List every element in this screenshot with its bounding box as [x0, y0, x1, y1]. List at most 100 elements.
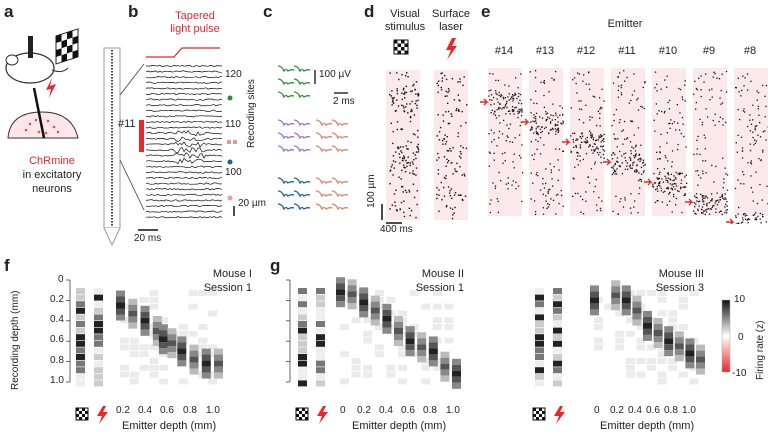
raster-spike	[602, 145, 605, 147]
raster-spike	[508, 127, 510, 130]
heatmap-cell	[128, 316, 138, 323]
heatmap-cell	[140, 329, 150, 336]
raster-spike	[583, 74, 585, 76]
heatmap-cell	[685, 338, 695, 345]
raster-spike	[401, 151, 403, 154]
raster-spike	[580, 137, 583, 140]
raster-spike	[403, 157, 405, 160]
raster-spike	[557, 193, 559, 196]
raster-spike	[402, 160, 404, 162]
raster-spike	[499, 107, 501, 109]
raster-spike	[638, 180, 640, 182]
c-volt-scale: 100 µV	[319, 69, 351, 80]
raster-spike	[695, 203, 697, 205]
raster-spike	[513, 153, 515, 155]
raster-spike	[415, 174, 417, 176]
raster-spike	[701, 212, 703, 214]
emitter-arrow	[726, 218, 735, 224]
raster-spike	[418, 93, 420, 95]
raster-spike	[741, 157, 744, 159]
heatmap-cell	[615, 310, 625, 317]
raster-spike	[550, 198, 552, 200]
raster-spike	[755, 171, 757, 173]
raster-spike	[748, 218, 751, 221]
raster-spike	[580, 211, 582, 213]
heatmap-cell	[316, 347, 325, 354]
raster-spike	[642, 161, 645, 164]
heatmap-cell	[664, 338, 674, 345]
raster-spike	[440, 89, 443, 91]
heatmap-cell	[657, 296, 667, 303]
spike-waveform	[293, 177, 311, 185]
raster-spike	[716, 204, 719, 206]
raster-spike	[618, 121, 621, 124]
raster-spike	[612, 152, 614, 154]
raster-spike	[635, 169, 638, 171]
raster-spike	[700, 89, 702, 91]
raster-spike	[519, 99, 521, 101]
xtick-g-1: 0.2	[357, 405, 371, 416]
raster-spike	[616, 168, 618, 170]
raster-spike	[642, 159, 645, 161]
raster-spike	[631, 94, 634, 96]
raster-spike	[449, 195, 452, 197]
raster-spike	[611, 154, 613, 156]
raster-spike	[543, 187, 546, 189]
raster-spike	[712, 76, 714, 78]
raster-spike	[683, 194, 685, 197]
raster-spike	[680, 186, 682, 188]
raster-spike	[633, 206, 635, 208]
raster-spike	[534, 211, 537, 213]
raster-spike	[402, 88, 405, 91]
raster-spike	[661, 201, 663, 203]
raster-spike	[676, 148, 679, 151]
raster-spike	[678, 190, 680, 193]
raster-spike	[518, 92, 520, 95]
raster-spike	[708, 202, 710, 204]
heatmap-cell	[535, 321, 544, 327]
raster-spike	[637, 127, 640, 129]
heatmap-cell	[316, 334, 325, 341]
raster-spike	[670, 179, 672, 181]
heatmap-cell	[208, 378, 218, 385]
raster-spike	[520, 114, 523, 117]
raster-spike	[412, 152, 415, 154]
heatmap-2-mouse: Mouse II	[421, 268, 464, 280]
raster-spike	[633, 161, 635, 163]
heatmap-cell	[298, 301, 307, 308]
raster-spike	[512, 161, 514, 163]
raster-spike	[512, 95, 514, 97]
raster-spike	[557, 131, 559, 134]
raster-spike	[634, 170, 636, 172]
raster-spike	[535, 118, 537, 120]
raster-spike	[736, 151, 738, 153]
raster-spike	[601, 107, 603, 109]
raster-spike	[696, 89, 698, 91]
raster-spike	[550, 171, 552, 173]
raster-spike	[406, 148, 408, 150]
raster-spike	[659, 152, 661, 154]
raster-spike	[409, 116, 412, 119]
xtick-f-2: 0.6	[160, 405, 174, 416]
raster-spike	[577, 152, 579, 154]
raster-spike	[703, 203, 705, 205]
raster-spike	[639, 160, 641, 162]
raster-spike	[671, 184, 673, 186]
raster-spike	[496, 98, 498, 100]
raster-spike	[677, 122, 679, 124]
heatmap-cell	[347, 297, 357, 304]
heatmap-cell	[444, 337, 454, 344]
emitter-label-13: #13	[535, 45, 555, 57]
raster-spike	[552, 128, 554, 131]
raster-spike	[662, 181, 665, 183]
raster-spike	[399, 146, 402, 148]
raster-spike	[498, 130, 501, 133]
heatmap-cell	[664, 332, 674, 339]
raster-spike	[658, 177, 660, 180]
heatmap-cell	[553, 294, 562, 301]
heatmap-cell	[94, 340, 103, 347]
raster-spike	[637, 212, 639, 214]
heatmap-cell	[594, 324, 603, 330]
raster-spike	[621, 130, 623, 132]
raster-spike	[466, 104, 468, 106]
